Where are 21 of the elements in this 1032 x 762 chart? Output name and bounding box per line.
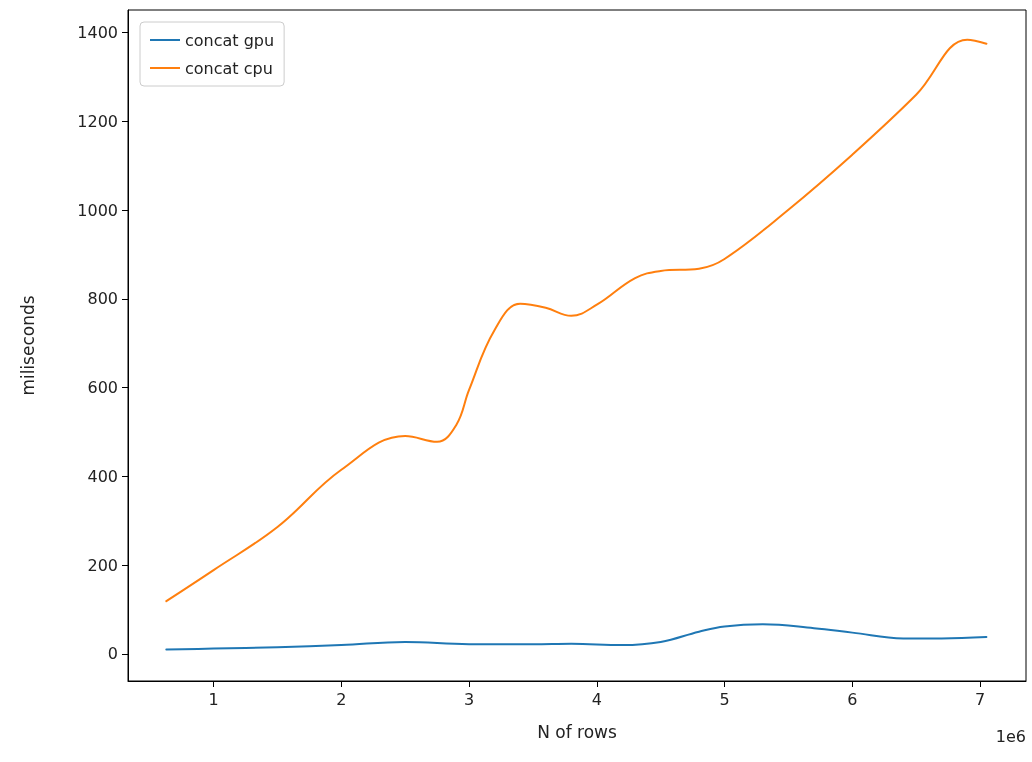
x-tick-label: 3 <box>463 689 475 709</box>
y-tick-label: 400 <box>87 466 118 486</box>
x-tick-label: 4 <box>591 689 602 709</box>
line-series <box>165 623 988 651</box>
x-tick-label: 5 <box>719 689 730 709</box>
y-tick-label: 600 <box>87 378 118 398</box>
x-tick-label: 2 <box>336 689 347 709</box>
legend-label: concat cpu <box>185 58 273 78</box>
y-tick-label: 0 <box>107 644 118 664</box>
y-tick-label: 800 <box>87 289 118 309</box>
x-tick-label: 6 <box>847 689 858 709</box>
y-tick-label: 1200 <box>77 111 118 131</box>
x-tick-label: 7 <box>974 689 986 709</box>
x-tick-label: 1 <box>208 689 219 709</box>
text: 1e6 <box>995 726 1026 746</box>
y-tick-label: 200 <box>87 555 118 575</box>
y-tick-label: 1400 <box>77 23 118 43</box>
legend-label: concat gpu <box>185 30 275 50</box>
y-tick-label: 1000 <box>77 200 118 220</box>
y-axis-title: miliseconds <box>17 295 38 396</box>
x-axis-title: N of rows <box>537 721 617 742</box>
